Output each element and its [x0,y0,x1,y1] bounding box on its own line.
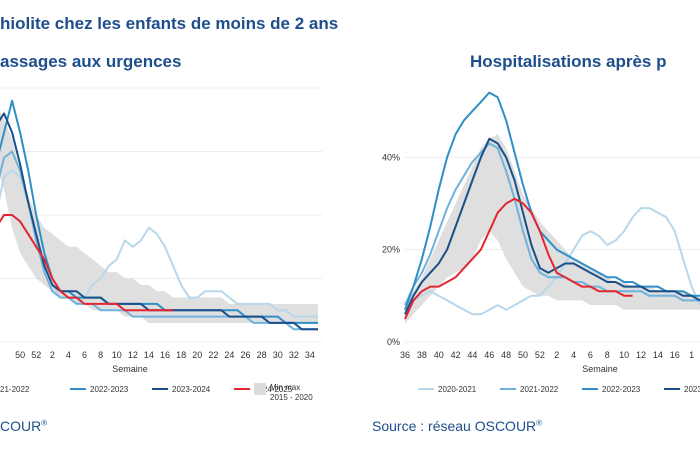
x-tick-label: 2 [554,350,559,360]
right-source-text: Source : réseau OSCOUR [372,418,537,434]
x-tick-label: 16 [670,350,680,360]
x-tick-label: 24 [224,350,234,360]
series-line-2024-2025 [404,197,633,320]
legend-label: 2023-2024 [684,385,700,394]
x-tick-label: 52 [31,350,41,360]
x-tick-label: 2 [50,350,55,360]
x-tick-label: 28 [257,350,267,360]
legend-band-label: 2015 - 2020 [270,393,313,402]
x-tick-label: 48 [501,350,511,360]
x-tick-label: 22 [208,350,218,360]
x-tick-label: 14 [653,350,663,360]
x-tick-label: 6 [588,350,593,360]
legend-label: 2021-2022 [520,385,559,394]
min-max-band [0,110,318,323]
x-tick-label: 18 [176,350,186,360]
x-tick-label: 8 [605,350,610,360]
legend-label: 21-2022 [0,385,30,394]
x-tick-label: 6 [82,350,87,360]
x-axis-label: Semaine [112,364,148,374]
x-tick-label: 12 [636,350,646,360]
left-chart-title: assages aux urgences [0,52,182,71]
x-tick-label: 4 [66,350,71,360]
x-tick-label: 44 [467,350,477,360]
left-source: COUR® [0,418,47,434]
legend-label: 2022-2023 [602,385,641,394]
x-tick-label: 12 [128,350,138,360]
x-tick-label: 42 [451,350,461,360]
y-tick-label: 20% [382,245,400,255]
x-tick-label: 52 [535,350,545,360]
series-line-2021-2022 [404,142,700,306]
series-line-2022-2023 [404,91,700,311]
left-source-text: COUR [0,418,42,434]
x-tick-label: 34 [305,350,315,360]
series-line-2023-2024 [404,137,700,315]
page-heading: hiolite chez les enfants de moins de 2 a… [0,14,339,33]
x-tick-label: 50 [15,350,25,360]
series-line-2023-2024 [0,99,318,324]
x-tick-label: 36 [400,350,410,360]
x-tick-label: 8 [98,350,103,360]
chart-left-plot [0,87,322,343]
x-tick-label: 20 [192,350,202,360]
x-tick-label: 26 [241,350,251,360]
legend-band-swatch [254,383,266,395]
legend-label: 2020-2021 [438,385,477,394]
chart-right-plot [404,91,700,343]
x-tick-label: 4 [571,350,576,360]
series-line-2022-2023 [0,150,318,331]
x-tick-label: 46 [484,350,494,360]
x-tick-label: 1 [689,350,694,360]
legend-label: 2024-2025 [254,385,293,394]
x-tick-label: 14 [144,350,154,360]
x-tick-label: 38 [417,350,427,360]
min-max-band [405,134,700,324]
x-tick-label: 50 [518,350,528,360]
x-tick-label: 10 [619,350,629,360]
x-tick-label: 16 [160,350,170,360]
y-tick-label: 40% [382,152,400,162]
legend-label: 2022-2023 [90,385,129,394]
x-tick-label: 32 [289,350,299,360]
x-tick-label: 10 [112,350,122,360]
y-tick-label: 0% [387,337,400,347]
x-tick-label: 30 [273,350,283,360]
series-line-2024-2025 [0,214,174,312]
left-registered-mark: ® [41,418,48,428]
legend-label: 2023-2024 [172,385,211,394]
series-line-2020-2021 [404,207,700,316]
right-source: Source : réseau OSCOUR® [372,418,542,434]
x-axis-label: Semaine [582,364,618,374]
right-registered-mark: ® [536,418,543,428]
x-tick-label: 40 [434,350,444,360]
legend-band-label: Min max [270,383,300,392]
right-chart-title: Hospitalisations après p [470,52,667,71]
